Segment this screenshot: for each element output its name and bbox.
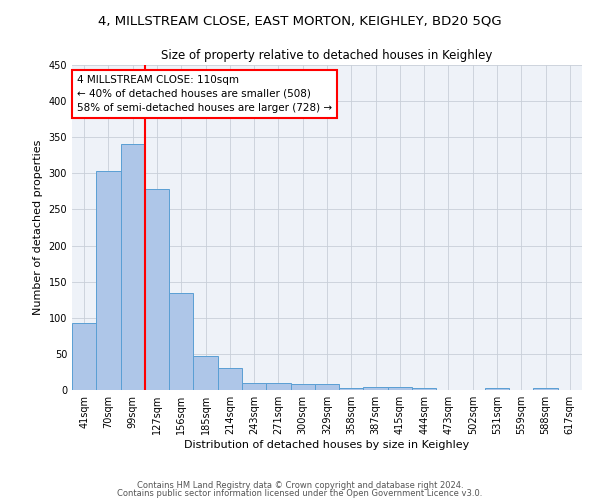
Text: 4, MILLSTREAM CLOSE, EAST MORTON, KEIGHLEY, BD20 5QG: 4, MILLSTREAM CLOSE, EAST MORTON, KEIGHL… bbox=[98, 15, 502, 28]
Bar bbox=[242, 383, 266, 390]
Bar bbox=[339, 388, 364, 390]
Bar bbox=[72, 323, 96, 390]
Y-axis label: Number of detached properties: Number of detached properties bbox=[33, 140, 43, 315]
Bar bbox=[412, 388, 436, 390]
Bar bbox=[121, 144, 145, 390]
Bar bbox=[218, 368, 242, 390]
Bar bbox=[96, 171, 121, 390]
Bar bbox=[533, 388, 558, 390]
Text: 4 MILLSTREAM CLOSE: 110sqm
← 40% of detached houses are smaller (508)
58% of sem: 4 MILLSTREAM CLOSE: 110sqm ← 40% of deta… bbox=[77, 74, 332, 113]
Bar bbox=[169, 293, 193, 390]
Bar bbox=[315, 384, 339, 390]
Bar bbox=[485, 388, 509, 390]
Bar bbox=[193, 356, 218, 390]
Bar bbox=[290, 384, 315, 390]
Text: Contains public sector information licensed under the Open Government Licence v3: Contains public sector information licen… bbox=[118, 489, 482, 498]
X-axis label: Distribution of detached houses by size in Keighley: Distribution of detached houses by size … bbox=[184, 440, 470, 450]
Bar bbox=[364, 387, 388, 390]
Text: Contains HM Land Registry data © Crown copyright and database right 2024.: Contains HM Land Registry data © Crown c… bbox=[137, 480, 463, 490]
Bar bbox=[145, 189, 169, 390]
Bar bbox=[388, 387, 412, 390]
Title: Size of property relative to detached houses in Keighley: Size of property relative to detached ho… bbox=[161, 50, 493, 62]
Bar bbox=[266, 383, 290, 390]
